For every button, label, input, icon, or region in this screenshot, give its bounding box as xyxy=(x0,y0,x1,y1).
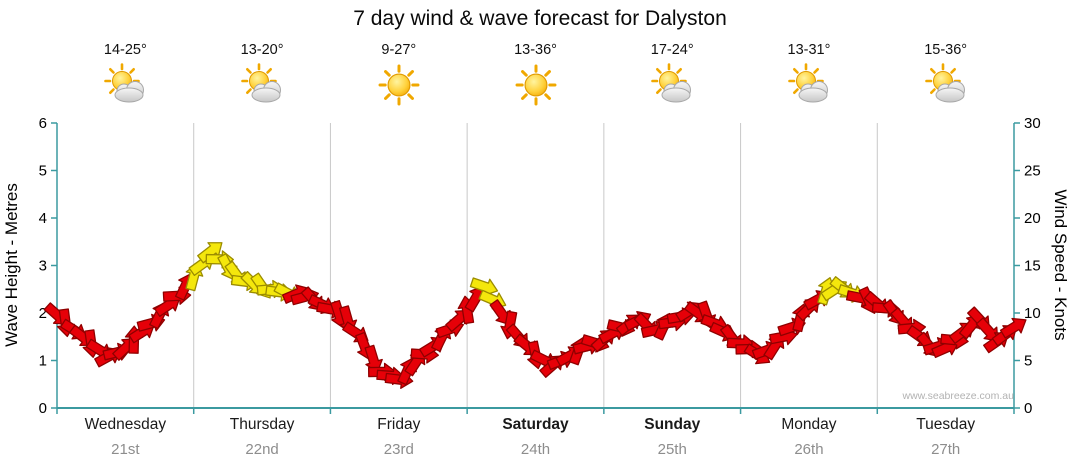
partly-cloudy-icon xyxy=(644,62,700,108)
day-date: 25th xyxy=(657,441,687,458)
day-date: 22nd xyxy=(245,441,279,458)
svg-text:Wave Height - Metres: Wave Height - Metres xyxy=(2,183,21,347)
svg-text:15: 15 xyxy=(1024,258,1041,275)
svg-text:25: 25 xyxy=(1024,163,1041,180)
svg-text:0: 0 xyxy=(39,400,47,417)
wind-arrow-band xyxy=(43,242,1027,389)
svg-text:Wind Speed - Knots: Wind Speed - Knots xyxy=(1051,189,1070,340)
day-date: 24th xyxy=(520,441,551,458)
partly-cloudy-icon xyxy=(234,62,290,108)
day-name: Friday xyxy=(377,416,421,433)
svg-text:4: 4 xyxy=(39,210,47,227)
svg-text:0: 0 xyxy=(1024,400,1032,417)
sunny-icon xyxy=(371,62,427,108)
day-temp: 13-36° xyxy=(514,42,557,58)
svg-text:10: 10 xyxy=(1024,305,1041,322)
day-temp: 9-27° xyxy=(381,42,417,58)
watermark: www.seabreeze.com.au xyxy=(902,390,1014,402)
icons-row xyxy=(57,62,1014,113)
svg-text:5: 5 xyxy=(39,163,47,180)
day-temp: 13-20° xyxy=(240,42,284,58)
day-temp: 13-31° xyxy=(787,42,831,58)
day-dates-row: 21st 22nd 23rd 24th 25th 26th 27th xyxy=(57,441,1014,458)
day-name: Wednesday xyxy=(84,416,167,433)
svg-text:30: 30 xyxy=(1024,115,1041,132)
day-temp: 15-36° xyxy=(924,42,968,58)
temps-row: 14-25° 13-20° 9-27° 13-36° 17-24° 13-31°… xyxy=(57,42,1014,58)
page-title: 7 day wind & wave forecast for Dalyston xyxy=(353,7,727,30)
day-date: 21st xyxy=(111,441,140,458)
day-date: 27th xyxy=(931,441,961,458)
day-temp: 14-25° xyxy=(103,42,147,58)
day-names-row: Wednesday Thursday Friday Saturday Sunda… xyxy=(57,416,1014,434)
svg-text:1: 1 xyxy=(39,353,47,370)
sunny-icon xyxy=(508,62,564,108)
partly-cloudy-icon xyxy=(918,62,974,108)
partly-cloudy-icon xyxy=(781,62,837,108)
svg-text:2: 2 xyxy=(39,305,47,322)
day-temp: 17-24° xyxy=(650,42,694,58)
svg-text:5: 5 xyxy=(1024,353,1032,370)
day-date: 26th xyxy=(794,441,824,458)
day-name: Saturday xyxy=(502,416,569,433)
svg-text:20: 20 xyxy=(1024,210,1041,227)
day-name: Sunday xyxy=(644,416,701,433)
day-name: Tuesday xyxy=(916,416,976,433)
day-name: Monday xyxy=(781,416,837,433)
svg-text:3: 3 xyxy=(39,258,47,275)
day-name: Thursday xyxy=(229,416,295,433)
day-date: 23rd xyxy=(383,441,414,458)
svg-text:6: 6 xyxy=(39,115,47,132)
partly-cloudy-icon xyxy=(97,62,153,108)
